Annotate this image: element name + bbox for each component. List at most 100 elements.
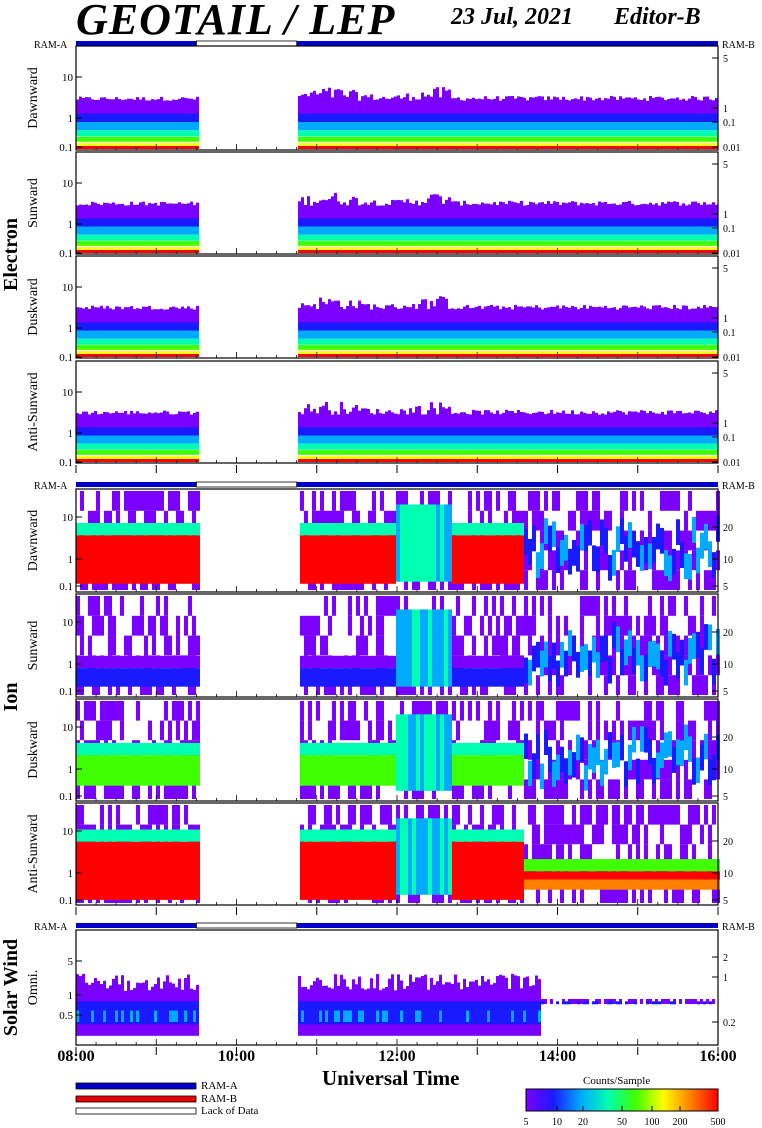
spectrogram-cell (154, 351, 157, 354)
spectrogram-cell (124, 411, 127, 428)
spectrogram-cell (379, 143, 382, 146)
spectrogram-cell (139, 121, 142, 131)
spectrogram-cell (700, 351, 703, 354)
spectrogram-cell (151, 317, 154, 331)
spectrogram-cell (535, 456, 538, 459)
spectrogram-cell (664, 146, 667, 149)
spectrogram-cell (136, 411, 139, 428)
spectrogram-cell (568, 143, 571, 146)
spectrogram-cell (499, 130, 502, 137)
spectrogram-cell (463, 435, 466, 444)
spectrogram-cell (385, 250, 388, 253)
spectrogram-cell (562, 234, 565, 241)
spectrogram-cell (544, 203, 547, 219)
spectrogram-cell (586, 214, 589, 227)
spectrogram-cell (115, 130, 118, 137)
spectrogram-cell (517, 107, 520, 122)
spectrogram-cell (100, 234, 103, 241)
spectrogram-cell (343, 136, 346, 142)
spectrogram-cell (565, 226, 568, 235)
spectrogram-cell (301, 459, 304, 462)
spectrogram-cell (157, 130, 160, 137)
spectrogram-cell (532, 456, 535, 459)
spectrogram-cell (586, 443, 589, 450)
spectrogram-cell (532, 130, 535, 137)
spectrogram-cell (601, 459, 604, 462)
spectrogram-cell (454, 250, 457, 253)
spectrogram-cell (97, 212, 100, 227)
spectrogram-cell (385, 338, 388, 345)
spectrogram-cell (328, 450, 331, 455)
spectrogram-cell (451, 226, 454, 235)
spectrogram-cell (82, 250, 85, 253)
spectrogram-cell (439, 121, 442, 131)
spectrogram-cell (517, 459, 520, 462)
spectrogram-cell (130, 330, 133, 339)
spectrogram-cell (427, 198, 430, 219)
spectrogram-cell (640, 100, 643, 114)
spectrogram-cell (412, 250, 415, 253)
spectrogram-cell (424, 234, 427, 241)
spectrogram-cell (163, 435, 166, 444)
spectrogram-cell (688, 250, 691, 253)
spectrogram-cell (610, 95, 613, 114)
spectrogram-cell (190, 136, 193, 142)
spectrogram-cell (457, 250, 460, 253)
spectrogram-cell (370, 250, 373, 253)
spectrogram-cell (451, 247, 454, 250)
spectrogram-cell (82, 234, 85, 241)
spectrogram-cell (469, 354, 472, 357)
spectrogram-cell (628, 234, 631, 241)
spectrogram-cell (694, 247, 697, 250)
spectrogram-cell (361, 345, 364, 350)
spectrogram-cell (187, 203, 190, 219)
spectrogram-cell (103, 411, 106, 428)
spectrogram-cell (589, 121, 592, 131)
spectrogram-cell (190, 250, 193, 253)
spectrogram-cell (634, 130, 637, 137)
spectrogram-cell (517, 306, 520, 323)
spectrogram-cell (79, 354, 82, 357)
spectrogram-cell (463, 121, 466, 131)
spectrogram-cell (115, 241, 118, 246)
spectrogram-cell (88, 450, 91, 455)
spectrogram-cell (703, 146, 706, 149)
spectrogram-cell (391, 338, 394, 345)
spectrogram-cell (100, 214, 103, 227)
spectrogram-cell (577, 420, 580, 436)
spectrogram-cell (490, 226, 493, 235)
spectrogram-cell (184, 435, 187, 444)
spectrogram-cell (712, 121, 715, 131)
spectrogram-cell (439, 234, 442, 241)
spectrogram-cell (667, 226, 670, 235)
spectrogram-cell (298, 443, 301, 450)
spectrogram-cell (145, 143, 148, 146)
spectrogram-cell (121, 345, 124, 350)
spectrogram-cell (460, 241, 463, 246)
spectrogram-cell (454, 309, 457, 323)
spectrogram-cell (634, 234, 637, 241)
spectrogram-cell (511, 136, 514, 142)
spectrogram-cell (538, 459, 541, 462)
spectrogram-cell (649, 146, 652, 149)
spectrogram-cell (703, 354, 706, 357)
figure-title: GEOTAIL / LEP (76, 0, 396, 44)
spectrogram-cell (427, 354, 430, 357)
spectrogram-cell (445, 250, 448, 253)
spectrogram-cell (550, 143, 553, 146)
spectrogram-cell (361, 130, 364, 137)
spectrogram-cell (181, 241, 184, 246)
spectrogram-cell (451, 450, 454, 455)
spectrogram-cell (169, 414, 172, 428)
spectrogram-cell (613, 443, 616, 450)
spectrogram-cell (517, 318, 520, 331)
spectrogram-cell (547, 354, 550, 357)
spectrogram-cell (178, 435, 181, 444)
spectrogram-cell (610, 121, 613, 131)
spectrogram-cell (349, 247, 352, 250)
spectrogram-cell (604, 316, 607, 331)
spectrogram-cell (175, 423, 178, 436)
spectrogram-cell (82, 330, 85, 339)
spectrogram-cell (379, 226, 382, 235)
spectrogram-cell (511, 226, 514, 235)
